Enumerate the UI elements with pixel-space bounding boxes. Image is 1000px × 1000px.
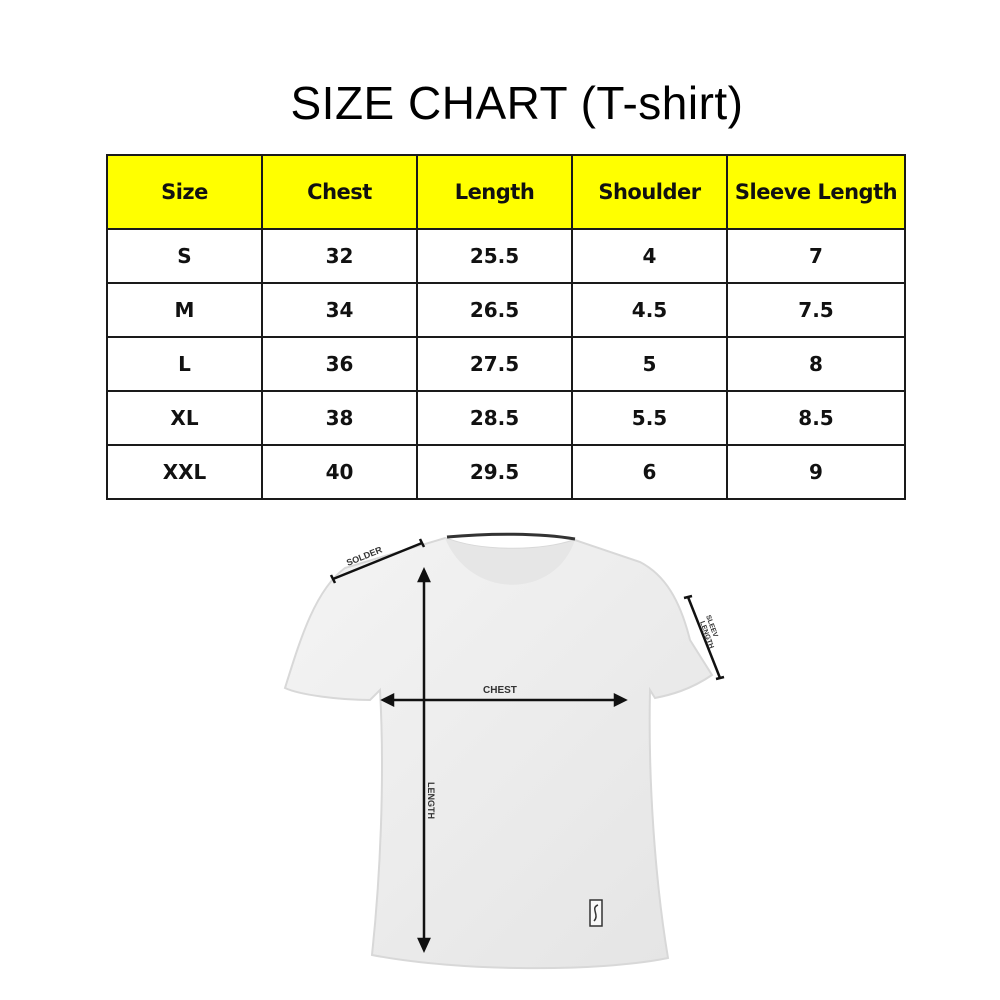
table-cell: 4.5 bbox=[571, 282, 728, 338]
table-cell: 38 bbox=[261, 390, 418, 446]
table-cell: 28.5 bbox=[416, 390, 573, 446]
table-cell: 34 bbox=[261, 282, 418, 338]
table-cell: 5 bbox=[571, 336, 728, 392]
table-cell: 9 bbox=[726, 444, 906, 500]
table-cell: 40 bbox=[261, 444, 418, 500]
table-cell: 8 bbox=[726, 336, 906, 392]
table-cell: 36 bbox=[261, 336, 418, 392]
length-arrow bbox=[417, 566, 431, 954]
brand-tag bbox=[589, 899, 603, 927]
sleeve-measure bbox=[683, 594, 725, 681]
length-label: LENGTH bbox=[426, 782, 436, 819]
table-cell: 26.5 bbox=[416, 282, 573, 338]
chest-arrow bbox=[380, 692, 628, 708]
page-title: SIZE CHART (T-shirt) bbox=[290, 77, 744, 129]
header-cell: Size bbox=[106, 154, 263, 230]
table-row: L 36 27.5 5 8 bbox=[106, 336, 906, 392]
table-cell: 5.5 bbox=[571, 390, 728, 446]
table-cell: L bbox=[106, 336, 263, 392]
table-cell: XL bbox=[106, 390, 263, 446]
table-row: XXL 40 29.5 6 9 bbox=[106, 444, 906, 500]
table-cell: 7.5 bbox=[726, 282, 906, 338]
table-cell: 8.5 bbox=[726, 390, 906, 446]
table-cell: XXL bbox=[106, 444, 263, 500]
header-cell: Chest bbox=[261, 154, 418, 230]
table-cell: 7 bbox=[726, 228, 906, 284]
table-cell: M bbox=[106, 282, 263, 338]
chest-label: CHEST bbox=[483, 685, 517, 696]
header-cell: Length bbox=[416, 154, 573, 230]
table-cell: 6 bbox=[571, 444, 728, 500]
table-row: M 34 26.5 4.5 7.5 bbox=[106, 282, 906, 338]
table-row: XL 38 28.5 5.5 8.5 bbox=[106, 390, 906, 446]
header-cell: Sleeve Length bbox=[726, 154, 906, 230]
header-cell: Shoulder bbox=[571, 154, 728, 230]
table-cell: S bbox=[106, 228, 263, 284]
table-cell: 29.5 bbox=[416, 444, 573, 500]
table-header-row: Size Chest Length Shoulder Sleeve Length bbox=[106, 154, 906, 230]
tshirt-collar bbox=[445, 538, 575, 585]
size-table: Size Chest Length Shoulder Sleeve Length… bbox=[106, 154, 906, 500]
table-row: S 32 25.5 4 7 bbox=[106, 228, 906, 284]
table-cell: 32 bbox=[261, 228, 418, 284]
table-cell: 25.5 bbox=[416, 228, 573, 284]
tshirt-body bbox=[283, 536, 714, 970]
table-cell: 4 bbox=[571, 228, 728, 284]
table-cell: 27.5 bbox=[416, 336, 573, 392]
shoulder-measure bbox=[329, 538, 426, 584]
